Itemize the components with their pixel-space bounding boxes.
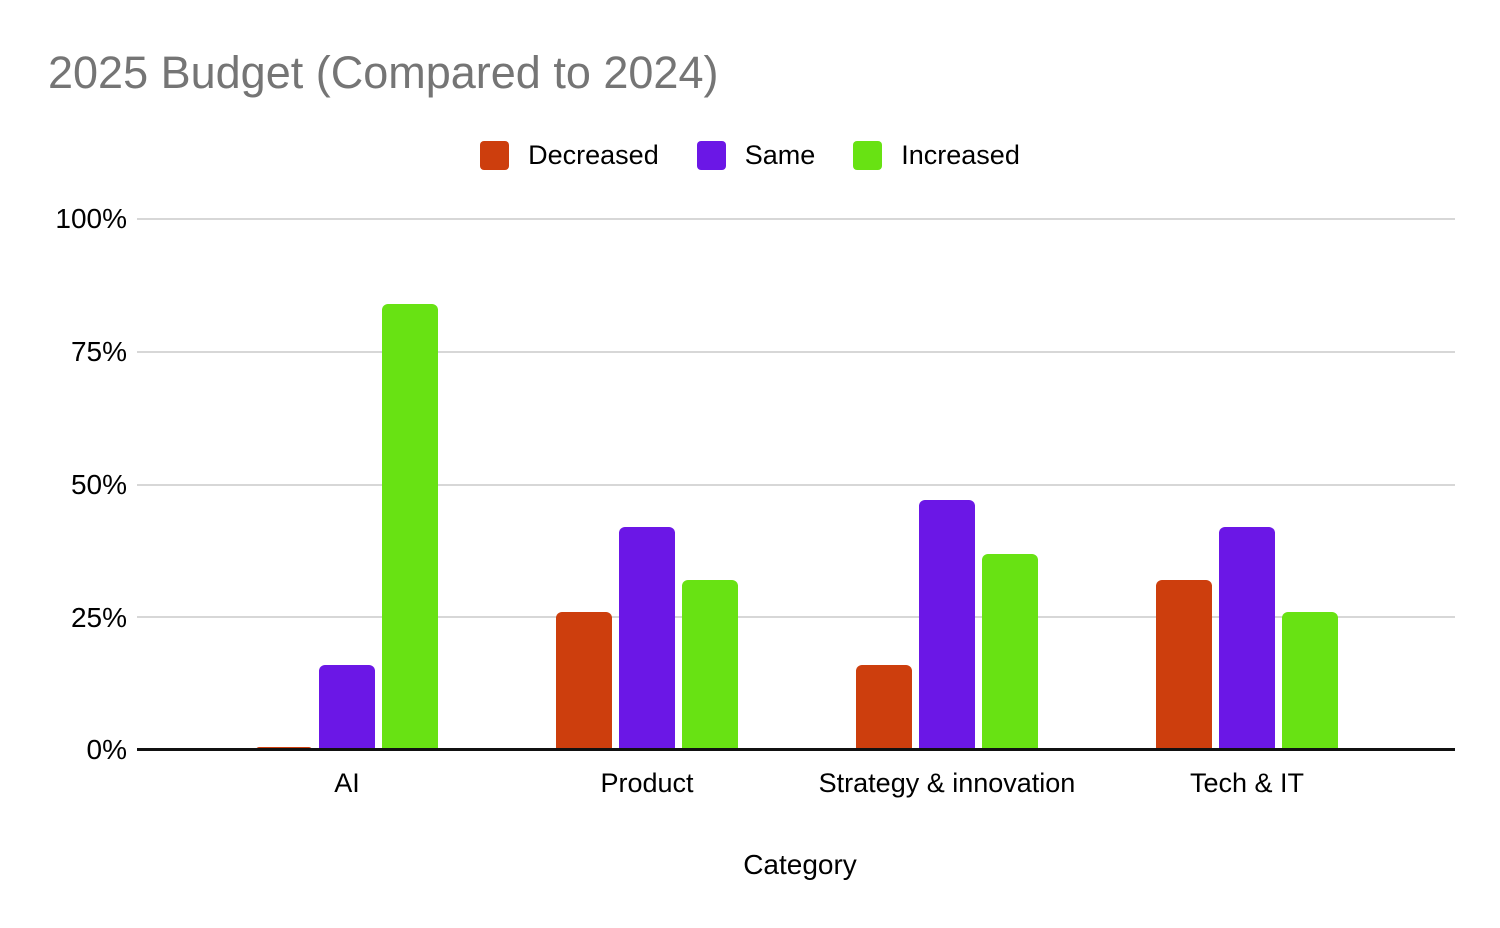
legend-item-decreased[interactable]: Decreased [480,140,659,171]
bar-same-tech-it[interactable] [1219,527,1275,750]
bar-group-tech-it [1156,527,1338,750]
gridline-25 [137,616,1455,619]
bar-group-strategy-innovation [856,500,1038,750]
bar-increased-ai[interactable] [382,304,438,750]
y-tick-label-75: 75% [70,336,127,367]
y-tick-label-25: 25% [70,602,127,633]
gridline-50 [137,483,1455,486]
bar-increased-tech-it[interactable] [1282,612,1338,750]
bar-same-ai[interactable] [319,665,375,750]
bar-group-product [556,527,738,750]
legend-item-increased[interactable]: Increased [853,140,1020,171]
x-category-label-product: Product [600,768,694,798]
bar-same-product[interactable] [619,527,675,750]
bar-decreased-strategy-innovation[interactable] [856,665,912,750]
legend-label-increased: Increased [901,139,1020,170]
legend-item-same[interactable]: Same [696,139,816,171]
x-category-label-ai: AI [334,768,360,798]
bar-increased-product[interactable] [682,580,738,750]
bar-decreased-product[interactable] [556,612,612,750]
y-tick-label-100: 100% [55,203,127,234]
y-tick-label-0: 0% [86,734,127,765]
bar-increased-strategy-innovation[interactable] [982,554,1038,750]
x-axis-line [137,748,1455,751]
x-category-label-tech: Tech & IT [1189,768,1305,798]
bar-same-strategy-innovation[interactable] [919,500,975,750]
legend-swatch-increased-icon [853,140,883,170]
gridline-75 [137,350,1455,353]
y-tick-label-50: 50% [70,469,127,500]
plot-area [137,218,1455,751]
x-axis-title: Category [743,849,857,880]
x-category-label-strategy: Strategy & innovation [818,768,1076,798]
chart-title: 2025 Budget (Compared to 2024) [48,47,719,98]
bar-group-ai [256,304,438,750]
legend: Decreased Same Increased [0,138,1500,172]
gridline-100 [137,218,1455,220]
legend-label-decreased: Decreased [528,139,659,170]
legend-label-same: Same [744,139,816,170]
bar-decreased-tech-it[interactable] [1156,580,1212,750]
legend-swatch-same-icon [696,140,726,170]
legend-swatch-decreased-icon [480,140,510,170]
